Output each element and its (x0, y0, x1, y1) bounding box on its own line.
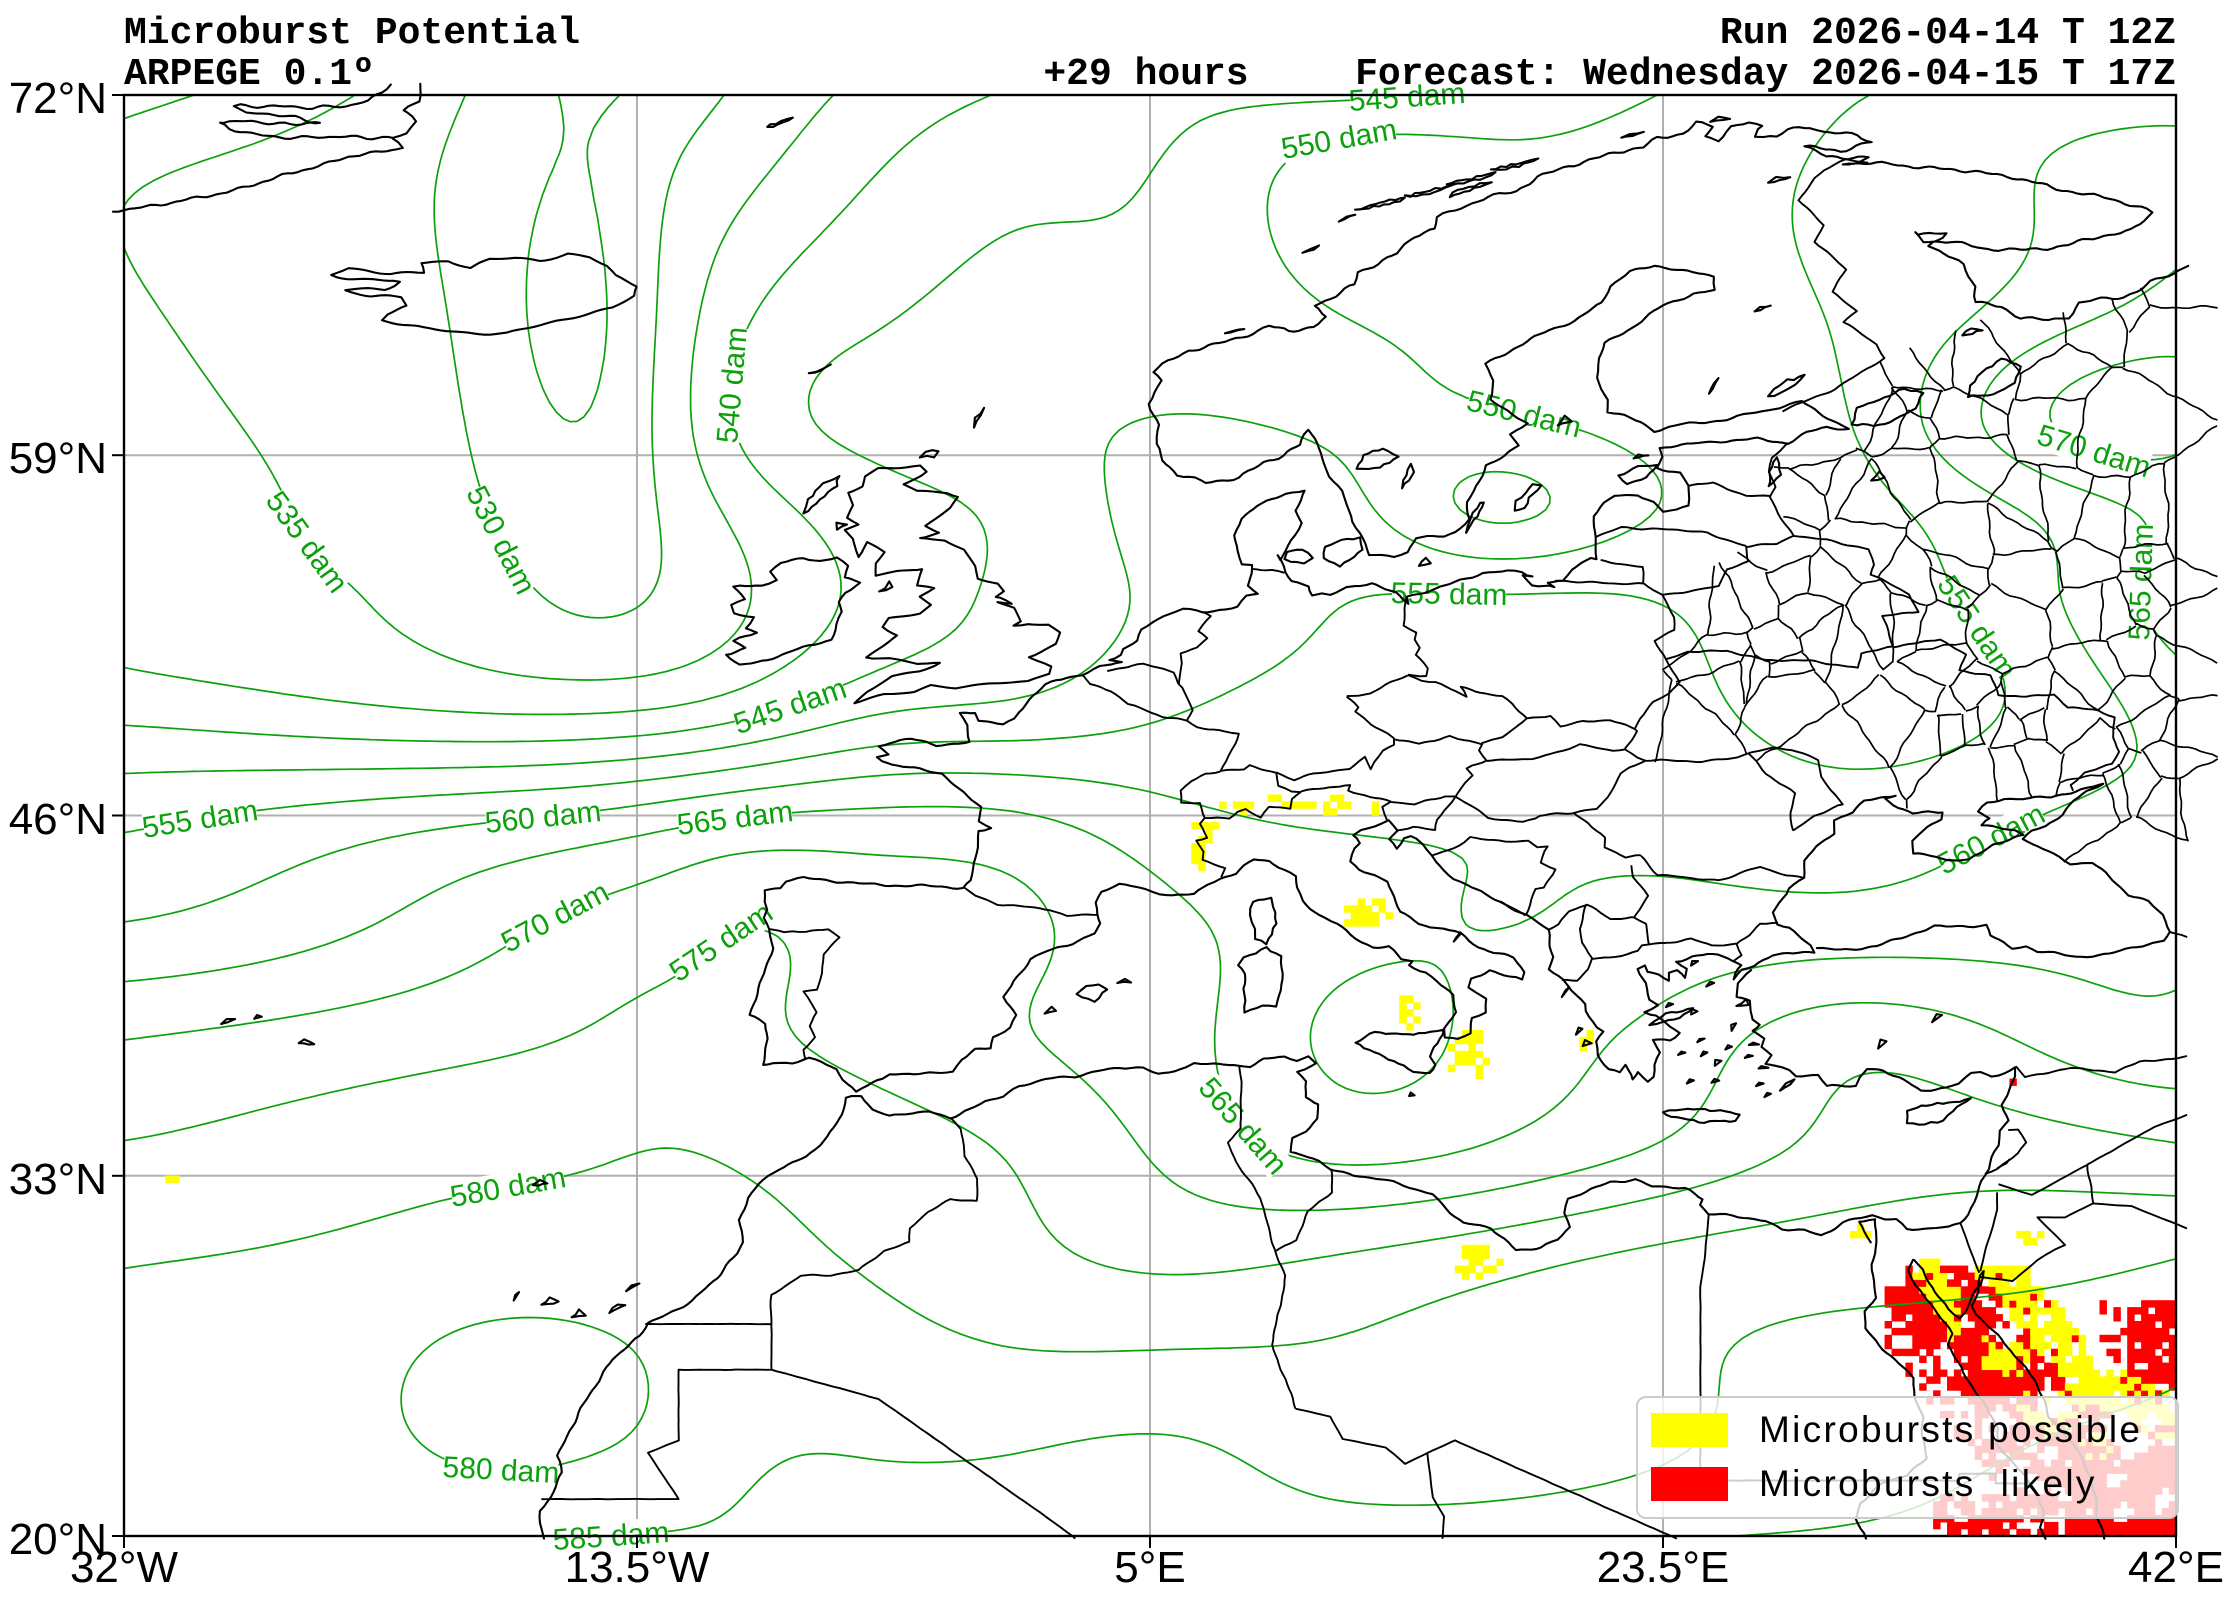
svg-text:5°E: 5°E (1114, 1543, 1185, 1592)
svg-text:Run 2026-04-14 T 12Z: Run 2026-04-14 T 12Z (1720, 12, 2176, 55)
svg-text:Microbursts possible: Microbursts possible (1759, 1409, 2142, 1450)
svg-text:32°W: 32°W (70, 1543, 179, 1592)
svg-text:59°N: 59°N (9, 434, 107, 483)
svg-text:+29 hours: +29 hours (1043, 53, 1248, 96)
svg-text:46°N: 46°N (9, 795, 107, 844)
svg-text:23.5°E: 23.5°E (1597, 1543, 1730, 1592)
svg-text:ARPEGE 0.1º: ARPEGE 0.1º (124, 53, 375, 96)
svg-text:580 dam: 580 dam (442, 1451, 560, 1490)
svg-text:Microburst Potential: Microburst Potential (124, 12, 580, 55)
svg-text:545 dam: 545 dam (1348, 77, 1467, 118)
svg-text:20°N: 20°N (9, 1515, 107, 1564)
svg-text:555 dam: 555 dam (1390, 577, 1507, 612)
svg-text:Forecast: Wednesday 2026-04-15: Forecast: Wednesday 2026-04-15 T 17Z (1355, 53, 2176, 96)
svg-text:72°N: 72°N (9, 74, 107, 123)
svg-text:13.5°W: 13.5°W (565, 1543, 710, 1592)
svg-text:Microbursts likely: Microbursts likely (1759, 1463, 2097, 1504)
svg-text:33°N: 33°N (9, 1155, 107, 1204)
svg-text:565 dam: 565 dam (2123, 523, 2160, 641)
svg-text:42°E: 42°E (2128, 1543, 2224, 1592)
